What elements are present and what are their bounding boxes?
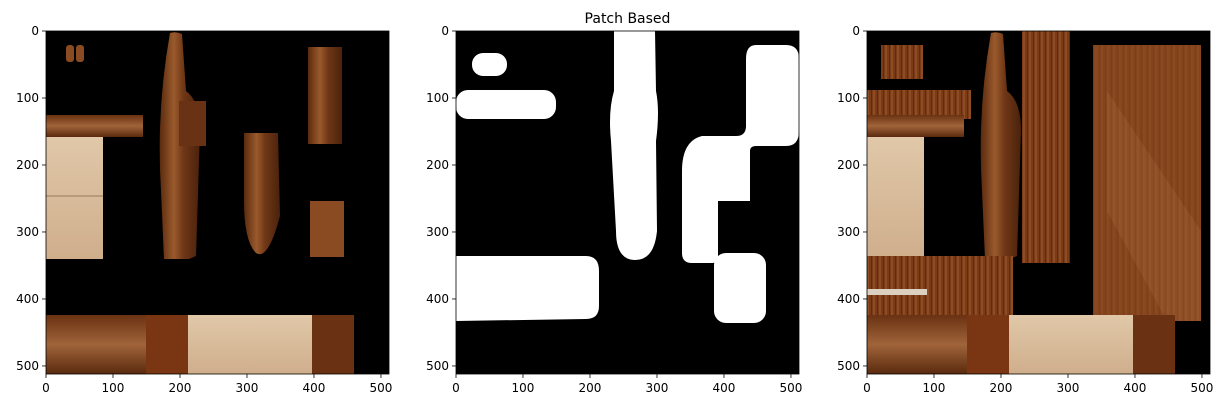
x-tick-label: 100: [923, 381, 946, 395]
y-tick-label: 500: [426, 359, 449, 373]
texture-patch: [980, 32, 1021, 260]
y-tick-label: 400: [16, 292, 39, 306]
x-tick-label: 0: [452, 381, 460, 395]
texture-patch: [179, 101, 206, 146]
x-tick-label: 300: [1057, 381, 1080, 395]
axes-frame: [455, 30, 800, 375]
mask-region: [610, 31, 658, 261]
y-tick-label: 0: [31, 24, 39, 38]
texture-patch: [967, 315, 1009, 374]
y-tick-label: 500: [16, 359, 39, 373]
texture-patch: [1133, 315, 1175, 374]
x-tick-label: 300: [646, 381, 669, 395]
x-tick-label: 300: [236, 381, 259, 395]
panel-mask: [456, 31, 799, 374]
panel-input: [46, 31, 389, 374]
y-tick-label: 100: [837, 91, 860, 105]
texture-patch: [76, 45, 84, 62]
x-tick-label: 100: [102, 381, 125, 395]
texture-patch: [66, 45, 74, 62]
y-tick-label: 300: [16, 225, 39, 239]
texture-patch: [881, 45, 923, 79]
texture-patch: [308, 47, 342, 144]
x-tick-label: 0: [863, 381, 871, 395]
y-tick-label: 0: [852, 24, 860, 38]
axes-frame: [866, 30, 1211, 375]
texture-patch: [867, 115, 964, 137]
x-tick-label: 400: [303, 381, 326, 395]
chart-title: Patch Based: [585, 11, 671, 27]
y-tick-label: 0: [441, 24, 449, 38]
x-tick-label: 0: [42, 381, 50, 395]
texture-patch: [46, 315, 146, 374]
x-tick-label: 200: [990, 381, 1013, 395]
mask-region: [456, 90, 556, 119]
mask-region: [456, 256, 599, 321]
texture-patch: [867, 90, 971, 119]
y-tick-label: 300: [837, 225, 860, 239]
x-tick-label: 500: [370, 381, 393, 395]
y-tick-label: 400: [837, 292, 860, 306]
mask-region: [472, 53, 507, 76]
x-tick-label: 200: [579, 381, 602, 395]
y-tick-label: 200: [426, 158, 449, 172]
y-tick-label: 200: [837, 158, 860, 172]
panel-result: [867, 31, 1210, 374]
x-tick-label: 500: [1191, 381, 1214, 395]
mask-region: [682, 45, 799, 263]
texture-patch: [310, 201, 344, 257]
axes-frame: [45, 30, 390, 375]
x-tick-label: 100: [512, 381, 535, 395]
x-tick-label: 400: [1124, 381, 1147, 395]
y-tick-label: 200: [16, 158, 39, 172]
y-tick-label: 400: [426, 292, 449, 306]
texture-patch: [312, 315, 354, 374]
y-tick-label: 300: [426, 225, 449, 239]
texture-patch: [244, 133, 280, 255]
x-tick-label: 200: [169, 381, 192, 395]
x-tick-label: 500: [780, 381, 803, 395]
texture-patch: [1093, 45, 1201, 321]
texture-patch: [146, 315, 188, 374]
x-tick-label: 400: [713, 381, 736, 395]
texture-patch: [46, 137, 103, 259]
texture-patch: [867, 289, 927, 295]
y-tick-label: 100: [426, 91, 449, 105]
y-tick-label: 500: [837, 359, 860, 373]
texture-patch: [46, 115, 143, 137]
y-tick-label: 100: [16, 91, 39, 105]
texture-patch: [188, 315, 312, 374]
texture-patch: [1009, 315, 1133, 374]
texture-patch: [867, 137, 924, 259]
texture-patch: [867, 315, 967, 374]
texture-patch: [1022, 31, 1070, 263]
texture-patch: [867, 256, 1013, 319]
mask-region: [714, 253, 766, 323]
